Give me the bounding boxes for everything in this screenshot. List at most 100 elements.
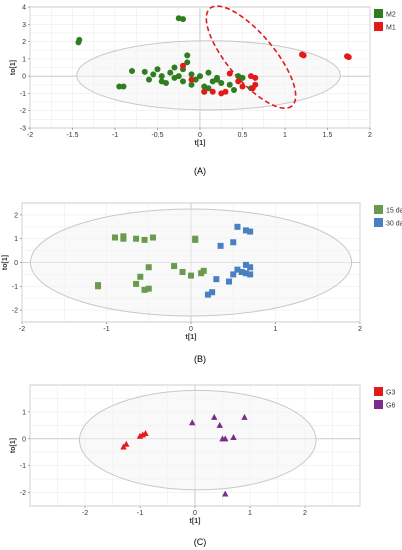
y-axis-label: to[1]: [10, 60, 17, 75]
x-tick-label: 0: [189, 326, 193, 333]
data-point: [216, 421, 223, 428]
y-axis-label: to[1]: [2, 255, 9, 270]
data-point: [150, 71, 157, 78]
data-point: [230, 271, 237, 278]
data-point: [189, 419, 196, 426]
data-point: [75, 39, 82, 46]
y-tick-label: 0: [14, 260, 18, 267]
panel-1: -2 -1 0 1 2 -2 -1 0 1 2 t[1] to[1] 15 days 30 days (B): [2, 202, 402, 364]
y-tick-label: 3: [22, 22, 26, 29]
legend-swatch: [374, 205, 383, 214]
data-point: [205, 69, 212, 76]
data-point: [247, 228, 254, 235]
x-axis-label: t[1]: [186, 334, 197, 341]
data-point: [235, 78, 242, 85]
x-tick-label: -2: [19, 326, 25, 333]
data-point: [192, 236, 199, 243]
data-point: [222, 435, 229, 442]
y-tick-label: -1: [20, 91, 26, 98]
data-point: [252, 74, 259, 81]
data-point: [226, 81, 233, 88]
data-point: [247, 271, 254, 278]
data-point: [234, 223, 241, 230]
data-point: [145, 264, 152, 271]
x-tick-label: -1.5: [66, 132, 78, 139]
legend-label: G6: [386, 403, 395, 410]
panel-2: -2 -1 0 1 2 -2 -1 0 1 t[1] to[1] G3 G6 (C): [10, 384, 395, 547]
data-point: [200, 267, 207, 274]
data-point: [242, 270, 249, 277]
y-tick-label: 1: [14, 236, 18, 243]
data-point: [252, 81, 259, 88]
data-point: [218, 80, 225, 87]
legend: 15 days 30 days: [374, 205, 402, 228]
data-point: [116, 83, 123, 90]
data-point: [184, 52, 191, 59]
x-tick-label: 0: [193, 510, 197, 517]
y-axis-label: to[1]: [10, 438, 17, 453]
data-point: [192, 76, 199, 83]
hotelling-ellipse: [29, 208, 353, 317]
x-tick-label: 1: [274, 326, 278, 333]
data-point: [149, 234, 156, 241]
series-0: [95, 233, 207, 293]
data-point: [238, 269, 245, 276]
panel-caption: (A): [194, 166, 206, 176]
panel-0: -2 -1.5 -1 -0.5 0 0.5 1 1.5 2-3-2-101234t[1]to[1…: [10, 5, 396, 177]
x-tick-label: -2: [27, 132, 33, 139]
highlight-ellipse: [205, 5, 297, 110]
x-tick-label: 2: [358, 326, 362, 333]
data-point: [239, 83, 246, 90]
legend-label: M2: [386, 12, 396, 19]
x-tick-label: 2: [303, 510, 307, 517]
data-point: [146, 76, 152, 83]
legend-label: M1: [386, 25, 396, 32]
data-point: [175, 73, 182, 80]
data-point: [222, 490, 229, 497]
data-point: [217, 242, 224, 249]
data-point: [241, 413, 248, 420]
legend-swatch: [374, 22, 383, 31]
x-tick-label: -1: [112, 132, 118, 139]
y-tick-label: 1: [22, 409, 26, 416]
data-point: [211, 413, 218, 420]
data-point: [163, 80, 169, 87]
x-tick-label: 1: [283, 132, 287, 139]
panel-caption: (C): [194, 537, 207, 547]
x-axis-label: t[1]: [190, 518, 201, 525]
y-tick-label: 2: [14, 212, 18, 219]
legend-swatch: [374, 9, 383, 18]
data-point: [180, 78, 186, 85]
data-point: [205, 85, 212, 92]
data-point: [129, 67, 135, 74]
y-tick-label: -2: [20, 490, 26, 497]
series-1: [180, 51, 352, 97]
data-point: [133, 235, 140, 242]
x-tick-label: 1: [248, 510, 252, 517]
data-point: [345, 54, 352, 61]
data-point: [214, 74, 220, 81]
data-point: [120, 83, 127, 90]
data-point: [242, 227, 249, 234]
data-point: [180, 16, 186, 23]
data-point: [141, 236, 148, 243]
data-point: [154, 66, 161, 73]
x-axis-label: t[1]: [195, 140, 206, 147]
data-point: [230, 434, 237, 441]
y-tick-label: -3: [20, 126, 26, 133]
legend-swatch: [374, 400, 383, 409]
data-point: [171, 64, 178, 71]
data-point: [188, 81, 195, 88]
data-point: [171, 263, 178, 270]
data-point: [226, 70, 233, 77]
panel-caption: (B): [194, 354, 206, 364]
data-point: [201, 88, 208, 95]
data-point: [242, 261, 249, 268]
data-point: [222, 88, 229, 95]
data-point: [141, 68, 148, 75]
data-point: [180, 62, 186, 69]
data-point: [209, 88, 216, 95]
x-tick-label: 2: [368, 132, 372, 139]
series-1: [189, 413, 248, 497]
data-point: [95, 283, 102, 290]
